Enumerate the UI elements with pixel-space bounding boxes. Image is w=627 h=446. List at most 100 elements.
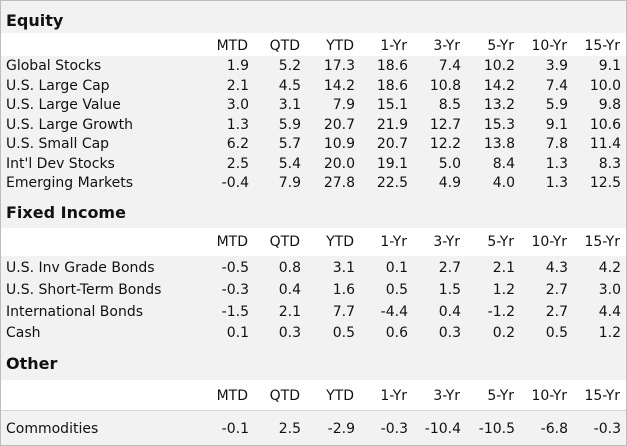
row-label: Commodities xyxy=(6,421,99,437)
cell-value: 7.4 xyxy=(438,58,461,74)
cell-value: 1.3 xyxy=(545,175,568,191)
cell-value: -4.4 xyxy=(380,303,408,320)
column-header: MTD xyxy=(216,234,248,250)
table-row: Int'l Dev Stocks 2.5 5.4 20.0 19.1 5.0 8… xyxy=(0,155,627,173)
cell-value: 4.3 xyxy=(545,260,568,276)
column-header: QTD xyxy=(269,38,300,54)
cell-value: 20.7 xyxy=(323,116,355,133)
table-row: U.S. Large Value 3.0 3.1 7.9 15.1 8.5 13… xyxy=(0,96,627,114)
cell-value: 2.7 xyxy=(438,260,461,276)
row-band xyxy=(1,411,626,445)
row-label: Global Stocks xyxy=(6,58,102,74)
cell-value: 0.5 xyxy=(332,325,355,341)
section-title: Fixed Income xyxy=(6,203,126,222)
cell-value: 5.7 xyxy=(278,136,301,152)
column-header: 5-Yr xyxy=(487,234,514,250)
cell-value: 1.2 xyxy=(598,325,621,341)
row-label: U.S. Large Value xyxy=(6,97,121,113)
row-label: Cash xyxy=(6,325,41,341)
cell-value: 0.8 xyxy=(278,260,301,276)
cell-value: 10.0 xyxy=(589,77,621,94)
cell-value: 10.6 xyxy=(589,116,621,133)
table-row: Emerging Markets -0.4 7.9 27.8 22.5 4.9 … xyxy=(0,174,627,192)
table-row: U.S. Short-Term Bonds -0.3 0.4 1.6 0.5 1… xyxy=(0,281,627,299)
column-header: 15-Yr xyxy=(584,38,620,54)
cell-value: 15.1 xyxy=(376,97,408,113)
column-header-row-fixed-income: MTD QTD YTD 1-Yr 3-Yr 5-Yr 10-Yr 15-Yr xyxy=(1,233,626,251)
cell-value: 8.4 xyxy=(492,155,515,172)
cell-value: 5.2 xyxy=(278,58,301,74)
section-header-equity: Equity xyxy=(1,1,626,33)
cell-value: 13.8 xyxy=(483,136,515,152)
section-title: Equity xyxy=(6,11,64,30)
cell-value: 5.9 xyxy=(545,97,568,113)
column-header: 3-Yr xyxy=(433,234,460,250)
cell-value: 14.2 xyxy=(323,77,355,94)
cell-value: 4.2 xyxy=(598,260,621,276)
cell-value: 15.3 xyxy=(483,116,515,133)
column-header: 15-Yr xyxy=(584,388,620,404)
cell-value: -0.3 xyxy=(593,421,621,437)
cell-value: 3.1 xyxy=(278,97,301,113)
cell-value: 8.5 xyxy=(438,97,461,113)
column-header: MTD xyxy=(216,38,248,54)
cell-value: 1.3 xyxy=(545,155,568,172)
column-header-row-other: MTD QTD YTD 1-Yr 3-Yr 5-Yr 10-Yr 15-Yr xyxy=(1,387,626,405)
cell-value: 0.5 xyxy=(385,282,408,298)
cell-value: 3.9 xyxy=(545,58,568,74)
row-band xyxy=(1,56,626,194)
table-row: U.S. Small Cap 6.2 5.7 10.9 20.7 12.2 13… xyxy=(0,135,627,153)
cell-value: 3.1 xyxy=(332,260,355,276)
cell-value: 4.5 xyxy=(278,77,301,94)
table-row: U.S. Large Cap 2.1 4.5 14.2 18.6 10.8 14… xyxy=(0,77,627,95)
cell-value: -10.4 xyxy=(424,421,461,437)
cell-value: 1.3 xyxy=(226,116,249,133)
column-header: 15-Yr xyxy=(584,234,620,250)
cell-value: 1.5 xyxy=(438,282,461,298)
column-header: 3-Yr xyxy=(433,38,460,54)
cell-value: 21.9 xyxy=(376,116,408,133)
cell-value: 9.1 xyxy=(545,116,568,133)
column-header: 1-Yr xyxy=(380,388,407,404)
section-header-fixed-income: Fixed Income xyxy=(1,194,626,228)
cell-value: 19.1 xyxy=(376,155,408,172)
cell-value: 8.3 xyxy=(598,155,621,172)
cell-value: 14.2 xyxy=(483,77,515,94)
column-header: YTD xyxy=(326,38,354,54)
cell-value: 0.1 xyxy=(226,325,249,341)
column-header: 1-Yr xyxy=(380,234,407,250)
row-label: U.S. Large Growth xyxy=(6,116,133,133)
cell-value: 9.1 xyxy=(598,58,621,74)
cell-value: 7.9 xyxy=(332,97,355,113)
column-header: 10-Yr xyxy=(531,234,567,250)
row-label: U.S. Short-Term Bonds xyxy=(6,282,162,298)
cell-value: 10.9 xyxy=(323,136,355,152)
row-label: U.S. Inv Grade Bonds xyxy=(6,260,155,276)
cell-value: 2.1 xyxy=(492,260,515,276)
cell-value: 17.3 xyxy=(323,58,355,74)
column-header: 1-Yr xyxy=(380,38,407,54)
cell-value: 11.4 xyxy=(589,136,621,152)
column-header: 10-Yr xyxy=(531,388,567,404)
cell-value: -0.4 xyxy=(221,175,249,191)
cell-value: -0.1 xyxy=(221,421,249,437)
section-header-other: Other xyxy=(1,345,626,380)
table-row: International Bonds -1.5 2.1 7.7 -4.4 0.… xyxy=(0,303,627,321)
cell-value: 27.8 xyxy=(323,175,355,191)
cell-value: 5.4 xyxy=(278,155,301,172)
cell-value: -1.2 xyxy=(487,303,515,320)
column-header: QTD xyxy=(269,388,300,404)
cell-value: 1.2 xyxy=(492,282,515,298)
cell-value: 2.5 xyxy=(278,421,301,437)
column-header: 10-Yr xyxy=(531,38,567,54)
cell-value: 7.4 xyxy=(545,77,568,94)
row-label: U.S. Small Cap xyxy=(6,136,110,152)
cell-value: -0.3 xyxy=(380,421,408,437)
cell-value: 0.4 xyxy=(278,282,301,298)
cell-value: 18.6 xyxy=(376,58,408,74)
column-header: MTD xyxy=(216,388,248,404)
cell-value: 0.2 xyxy=(492,325,515,341)
cell-value: 2.5 xyxy=(226,155,249,172)
cell-value: 22.5 xyxy=(376,175,408,191)
cell-value: 4.4 xyxy=(598,303,621,320)
